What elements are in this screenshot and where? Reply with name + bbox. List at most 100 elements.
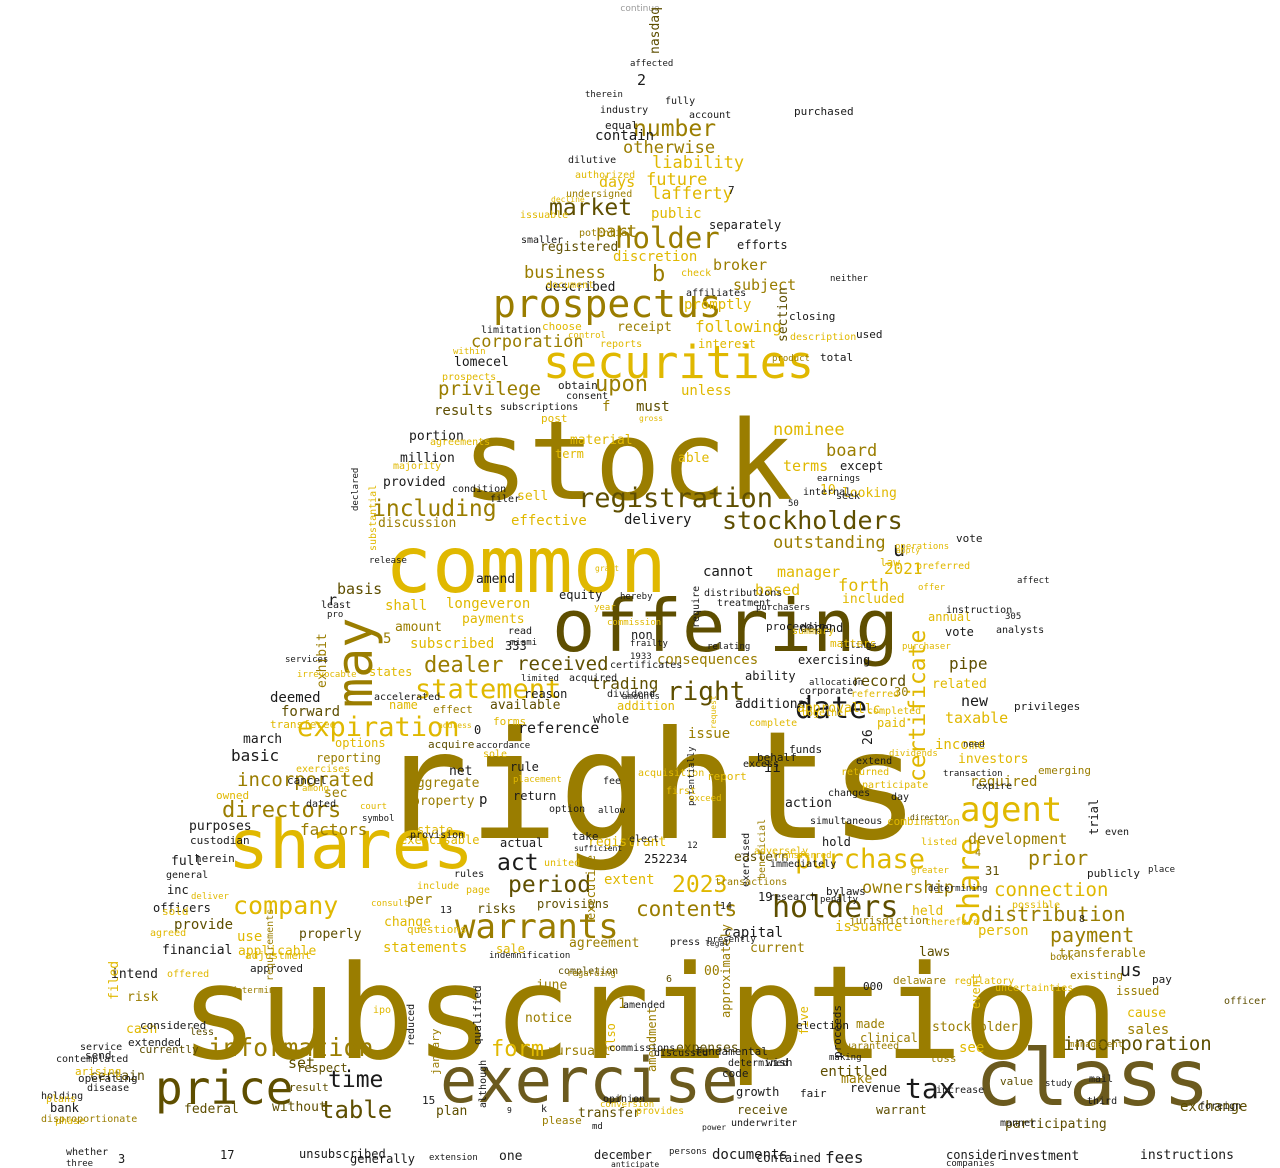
word-phase: phase bbox=[55, 1116, 86, 1127]
word-determining: determining bbox=[928, 884, 988, 894]
word-changes: changes bbox=[828, 788, 871, 799]
word-rules: rules bbox=[454, 869, 485, 880]
word-extend: extend bbox=[856, 756, 893, 767]
word-owned: owned bbox=[216, 789, 250, 802]
word-dated: dated bbox=[306, 799, 337, 810]
word-2: 2 bbox=[637, 71, 647, 89]
word-within: within bbox=[453, 347, 486, 357]
word-cash: cash bbox=[126, 1022, 158, 1037]
word-purchase: purchase bbox=[795, 844, 926, 875]
word-full: full bbox=[171, 854, 203, 869]
word-allocation: allocation bbox=[809, 678, 864, 688]
word-efforts: efforts bbox=[737, 238, 788, 252]
word-risk: risk bbox=[127, 990, 159, 1005]
word-agreement: agreement bbox=[569, 936, 640, 951]
word-offered: offered bbox=[167, 969, 210, 980]
word-send: send bbox=[85, 1049, 112, 1062]
word-undersigned: undersigned bbox=[566, 189, 633, 200]
word-forward: forward bbox=[281, 704, 341, 720]
word-discretion: discretion bbox=[613, 249, 698, 265]
word-federal: federal bbox=[184, 1102, 239, 1117]
word-registration: registration bbox=[578, 483, 774, 514]
word-252234: 252234 bbox=[644, 852, 688, 866]
word-31: 31 bbox=[985, 864, 1000, 878]
word-incorporation: incorporation bbox=[1063, 1033, 1212, 1055]
word-described: described bbox=[545, 280, 616, 295]
word-majority: majority bbox=[393, 461, 442, 472]
word-additional: additional bbox=[735, 697, 814, 712]
word-4: 4 bbox=[975, 848, 982, 859]
word-ii: ii bbox=[764, 760, 781, 776]
word-common: common bbox=[385, 521, 667, 611]
word-annual: annual bbox=[928, 610, 972, 624]
word-subject: subject bbox=[733, 276, 797, 294]
word-form: form bbox=[491, 1037, 544, 1062]
word-prior: prior bbox=[1028, 846, 1089, 870]
word-least: least bbox=[321, 600, 352, 611]
word-issuance: issuance bbox=[835, 919, 903, 935]
word-affected: affected bbox=[630, 59, 674, 69]
word-act: act bbox=[497, 850, 539, 876]
word-statement: statement bbox=[415, 674, 562, 705]
word-affiliates: affiliates bbox=[686, 288, 747, 299]
word-guaranteed: guaranteed bbox=[839, 1041, 900, 1052]
word-distribution: distribution bbox=[981, 902, 1126, 926]
word-check: check bbox=[681, 268, 712, 279]
word-seek: seek bbox=[836, 491, 861, 502]
continue-link[interactable]: continue bbox=[620, 4, 660, 14]
word-choose: choose bbox=[542, 320, 582, 333]
word-trading: trading bbox=[591, 674, 659, 693]
word-discussion: discussion bbox=[378, 516, 457, 531]
word-laws: laws bbox=[919, 945, 951, 960]
word-exercising: exercising bbox=[798, 653, 871, 667]
word-exercisable: exercisable bbox=[400, 833, 480, 847]
word-june: june bbox=[536, 978, 568, 993]
word-issue: issue bbox=[688, 726, 731, 742]
word-authorized: authorized bbox=[575, 170, 636, 181]
word-26: 26 bbox=[861, 729, 876, 745]
word-simultaneous: simultaneous bbox=[810, 816, 883, 827]
word-aggregate: aggregate bbox=[409, 776, 480, 791]
word-0: 0 bbox=[474, 723, 482, 737]
word-filer: filer bbox=[490, 494, 521, 505]
word-2021: 2021 bbox=[884, 559, 923, 578]
word-following: following bbox=[695, 317, 782, 336]
word-effect: effect bbox=[433, 703, 473, 716]
word-except: except bbox=[840, 459, 884, 473]
word-00: 00 bbox=[704, 964, 720, 979]
word-sec: sec bbox=[324, 786, 348, 801]
word-5: 5 bbox=[383, 631, 392, 647]
word-exercise: exercise bbox=[440, 1044, 739, 1117]
word-state: state bbox=[417, 823, 454, 837]
word-consent: consent bbox=[566, 391, 609, 402]
word-contents: contents bbox=[636, 897, 738, 921]
word-options: options bbox=[335, 736, 386, 750]
word-payment: payment bbox=[1050, 923, 1135, 947]
word-bylaws: bylaws bbox=[826, 885, 866, 898]
word-december: december bbox=[594, 1148, 652, 1162]
word-exercises: exercises bbox=[296, 764, 351, 775]
word-adversely: adversely bbox=[754, 846, 809, 857]
word-custodian: custodian bbox=[190, 834, 250, 847]
word-amendment: amendment bbox=[645, 1006, 659, 1072]
word-distributions: distributions bbox=[704, 588, 783, 599]
word-hold: hold bbox=[822, 835, 851, 849]
word-whether: whether bbox=[66, 1147, 109, 1158]
word-whole: whole bbox=[593, 712, 630, 726]
word-wish: wish bbox=[766, 1056, 793, 1069]
word-internal: internal bbox=[803, 487, 852, 498]
word-dilutive: dilutive bbox=[568, 155, 617, 166]
word-result: result bbox=[289, 1081, 329, 1094]
word-new: new bbox=[961, 692, 989, 710]
word-incorporated: incorporated bbox=[237, 769, 375, 791]
word-notice: notice bbox=[525, 1011, 572, 1026]
word-terms: terms bbox=[783, 457, 829, 475]
word-amounts: amounts bbox=[622, 692, 660, 702]
word-reports: reports bbox=[600, 339, 643, 350]
word-17: 17 bbox=[220, 1148, 235, 1162]
word-agreements: agreements bbox=[430, 437, 491, 448]
word-funds: funds bbox=[789, 743, 823, 756]
word-delaware: delaware bbox=[893, 974, 946, 987]
word-director: director bbox=[910, 813, 949, 822]
word-conversion: conversion bbox=[600, 1100, 655, 1110]
